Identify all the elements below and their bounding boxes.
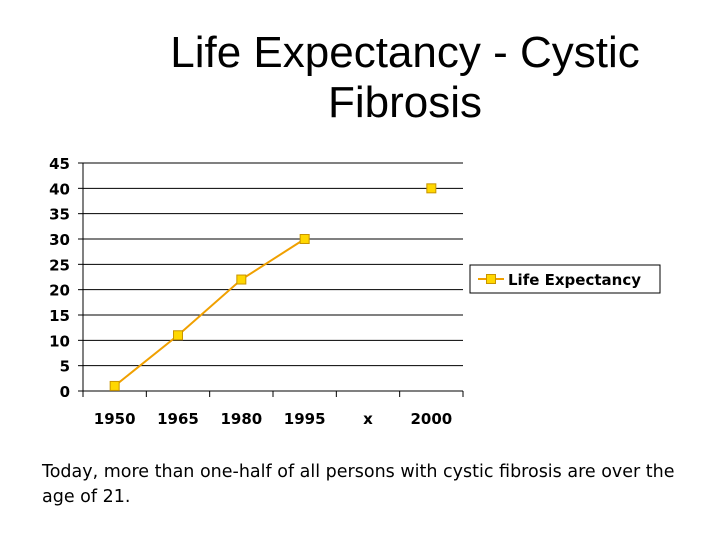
legend: Life Expectancy bbox=[469, 264, 661, 294]
gridlines bbox=[83, 162, 463, 367]
y-tick-label: 40 bbox=[49, 180, 70, 198]
y-tick-label: 20 bbox=[49, 282, 70, 300]
series-line bbox=[114, 238, 306, 387]
series-life-expectancy bbox=[109, 183, 437, 391]
legend-marker bbox=[486, 274, 496, 284]
data-point-1950 bbox=[109, 380, 120, 391]
x-tick-label: 1965 bbox=[157, 410, 199, 428]
y-tick-label: 30 bbox=[49, 231, 70, 249]
y-tick-label: 10 bbox=[49, 332, 70, 350]
x-tick-label: 1980 bbox=[220, 410, 262, 428]
y-tick-label: 25 bbox=[49, 256, 70, 274]
y-tick-label: 15 bbox=[49, 307, 70, 325]
x-tick-label: 1950 bbox=[94, 410, 136, 428]
data-point-2000 bbox=[426, 183, 437, 194]
x-tick-label: 2000 bbox=[410, 410, 452, 428]
data-point-1995 bbox=[299, 234, 310, 244]
y-tick-label: 45 bbox=[49, 155, 70, 173]
data-point-1980 bbox=[236, 274, 247, 285]
slide-caption: Today, more than one-half of all persons… bbox=[42, 462, 675, 507]
x-axis-ticks: 1950 1965 1980 1995 x 2000 bbox=[82, 391, 464, 428]
x-tick-label: x bbox=[363, 410, 373, 428]
y-tick-label: 35 bbox=[49, 206, 70, 224]
data-point-1965 bbox=[173, 330, 183, 341]
y-tick-label: 5 bbox=[60, 358, 70, 376]
legend-label: Life Expectancy bbox=[508, 271, 641, 289]
y-tick-label: 0 bbox=[60, 383, 70, 401]
y-axis-ticks: 0 5 10 15 20 25 30 35 40 45 bbox=[49, 155, 83, 401]
x-tick-label: 1995 bbox=[284, 410, 326, 428]
life-expectancy-chart: 0 5 10 15 20 25 30 35 40 45 1950 1965 1980 1995 x 2000… bbox=[49, 155, 661, 428]
slide-title: Life Expectancy - Cystic Fibrosis bbox=[170, 28, 640, 127]
